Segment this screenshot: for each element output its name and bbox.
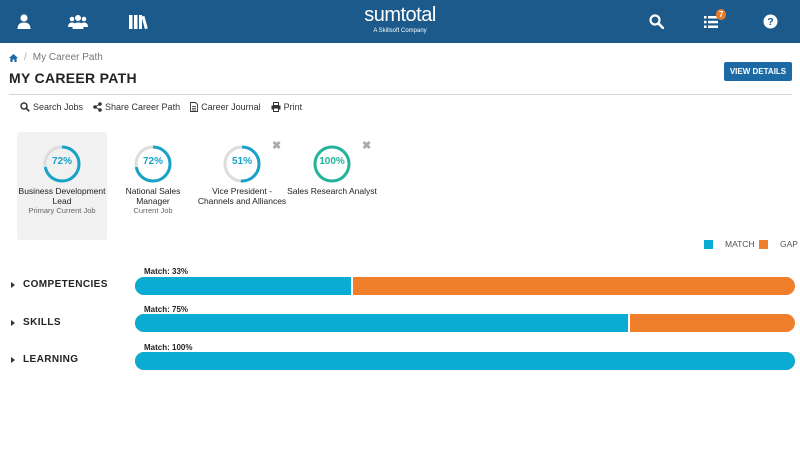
match-percent: 72% <box>142 156 163 167</box>
search-icon[interactable] <box>636 0 676 43</box>
match-label: Match: 33% <box>144 267 189 276</box>
legend-gap: GAP <box>759 239 798 249</box>
match-fill <box>135 314 630 332</box>
job-card-sales-research-analyst[interactable]: 100% Sales Research Analyst <box>287 132 377 240</box>
close-icon[interactable]: ✖ <box>272 140 282 152</box>
match-ring <box>134 145 172 183</box>
gap-swatch <box>759 239 768 249</box>
share-career-path-label: Share Career Path <box>105 102 181 112</box>
competencies-bar <box>135 277 795 295</box>
journal-icon <box>190 102 199 112</box>
match-ring <box>223 145 261 183</box>
breadcrumb: / My Career Path <box>9 52 103 63</box>
career-journal-label: Career Journal <box>201 102 261 112</box>
share-icon <box>93 102 102 112</box>
match-label: Match: 100% <box>144 343 193 352</box>
user-icon[interactable] <box>4 0 44 43</box>
category-name: COMPETENCIES <box>23 279 108 290</box>
job-card-national-sales-manager[interactable]: 72% National Sales Manager Current Job <box>108 132 198 240</box>
sumtotal-logo[interactable]: sumtotal A Skillsoft Company <box>340 4 460 35</box>
category-name: SKILLS <box>23 317 61 328</box>
print-icon <box>271 102 281 112</box>
job-card-vice-president[interactable]: 51% Vice President - Channels and Allian… <box>197 132 287 240</box>
list-icon[interactable] <box>692 0 732 43</box>
search-icon <box>20 102 30 112</box>
match-percent: 100% <box>319 156 345 167</box>
job-title: Vice President - Channels and Alliances <box>197 186 287 206</box>
career-journal-link[interactable]: Career Journal <box>190 102 261 112</box>
print-link[interactable]: Print <box>271 102 303 112</box>
learning-toggle[interactable]: LEARNING <box>11 354 78 365</box>
page-title: MY CAREER PATH <box>9 70 137 86</box>
home-icon[interactable] <box>9 53 18 62</box>
match-percent: 51% <box>231 156 252 167</box>
top-navigation-bar: sumtotal A Skillsoft Company 7 ? <box>0 0 800 43</box>
search-jobs-label: Search Jobs <box>33 102 84 112</box>
print-label: Print <box>283 102 303 112</box>
job-title: Sales Research Analyst <box>287 186 377 196</box>
competencies-toggle[interactable]: COMPETENCIES <box>11 279 108 290</box>
legend-match-label: MATCH <box>725 239 755 249</box>
match-fill <box>135 277 353 295</box>
library-icon[interactable] <box>118 0 158 43</box>
skills-bar <box>135 314 795 332</box>
match-label: Match: 75% <box>144 305 189 314</box>
share-career-path-link[interactable]: Share Career Path <box>93 102 180 112</box>
skills-toggle[interactable]: SKILLS <box>11 317 61 328</box>
divider <box>9 94 792 95</box>
close-icon[interactable]: ✖ <box>362 140 372 152</box>
match-percent: 72% <box>51 156 72 167</box>
legend-gap-label: GAP <box>780 239 798 249</box>
breadcrumb-current: My Career Path <box>32 52 103 63</box>
view-details-button[interactable]: VIEW DETAILS <box>724 62 792 81</box>
job-title: Business Development Lead <box>18 186 106 206</box>
job-title: National Sales Manager <box>125 186 181 206</box>
match-ring <box>43 145 81 183</box>
logo-text: sumtotal <box>364 4 436 26</box>
job-subtitle: Primary Current Job <box>28 206 96 215</box>
caret-right-icon <box>11 281 15 288</box>
job-card-business-development-lead[interactable]: 72% Business Development Lead Primary Cu… <box>17 132 107 240</box>
category-name: LEARNING <box>23 354 79 365</box>
logo-tagline: A Skillsoft Company <box>373 28 427 34</box>
match-ring <box>313 145 351 183</box>
svg-text:?: ? <box>767 16 773 28</box>
caret-right-icon <box>11 356 15 363</box>
team-icon[interactable] <box>58 0 98 43</box>
caret-right-icon <box>11 319 15 326</box>
help-icon[interactable]: ? <box>750 0 790 43</box>
job-subtitle: Current Job <box>133 206 173 215</box>
search-jobs-link[interactable]: Search Jobs <box>20 102 83 112</box>
notification-badge: 7 <box>716 9 727 20</box>
learning-bar <box>135 352 795 370</box>
breadcrumb-separator: / <box>24 52 27 63</box>
action-toolbar: Search Jobs Share Career Path Career Jou… <box>20 102 302 112</box>
legend-match: MATCH <box>704 239 755 249</box>
match-swatch <box>704 239 713 249</box>
match-fill <box>135 352 795 370</box>
